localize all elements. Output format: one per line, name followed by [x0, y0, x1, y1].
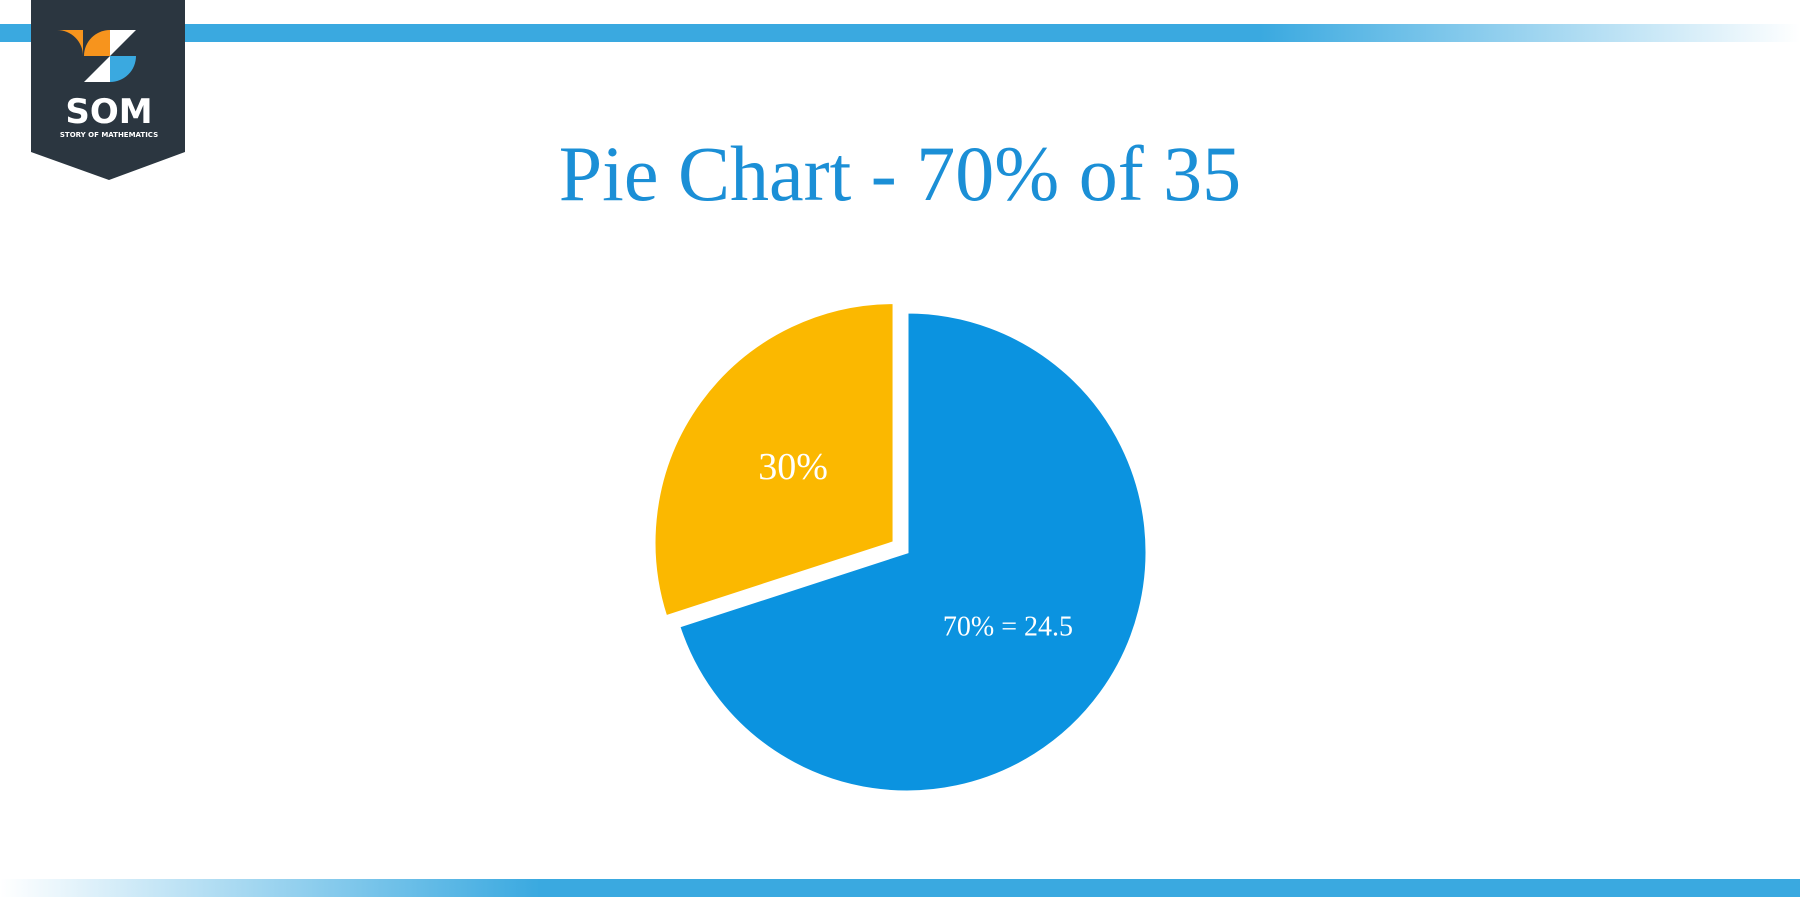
chart-title: Pie Chart - 70% of 35 [559, 130, 1241, 217]
pie-slice [652, 301, 896, 619]
logo-shape [110, 30, 136, 56]
logo-subtitle: STORY OF MATHEMATICS [60, 131, 158, 139]
logo-shape [84, 56, 110, 82]
logo-shape [110, 56, 136, 82]
logo-text: SOM [65, 92, 152, 132]
bottom-bar [0, 879, 1800, 897]
pie-slice [676, 310, 1149, 794]
data-label: 30% [758, 446, 828, 488]
logo: SOM STORY OF MATHEMATICS [31, 0, 185, 180]
logo-badge [31, 0, 185, 180]
logo-shape [57, 30, 83, 56]
top-bar [0, 24, 1800, 42]
logo-shape [84, 30, 110, 56]
data-label: 70% = 24.5 [943, 611, 1073, 642]
